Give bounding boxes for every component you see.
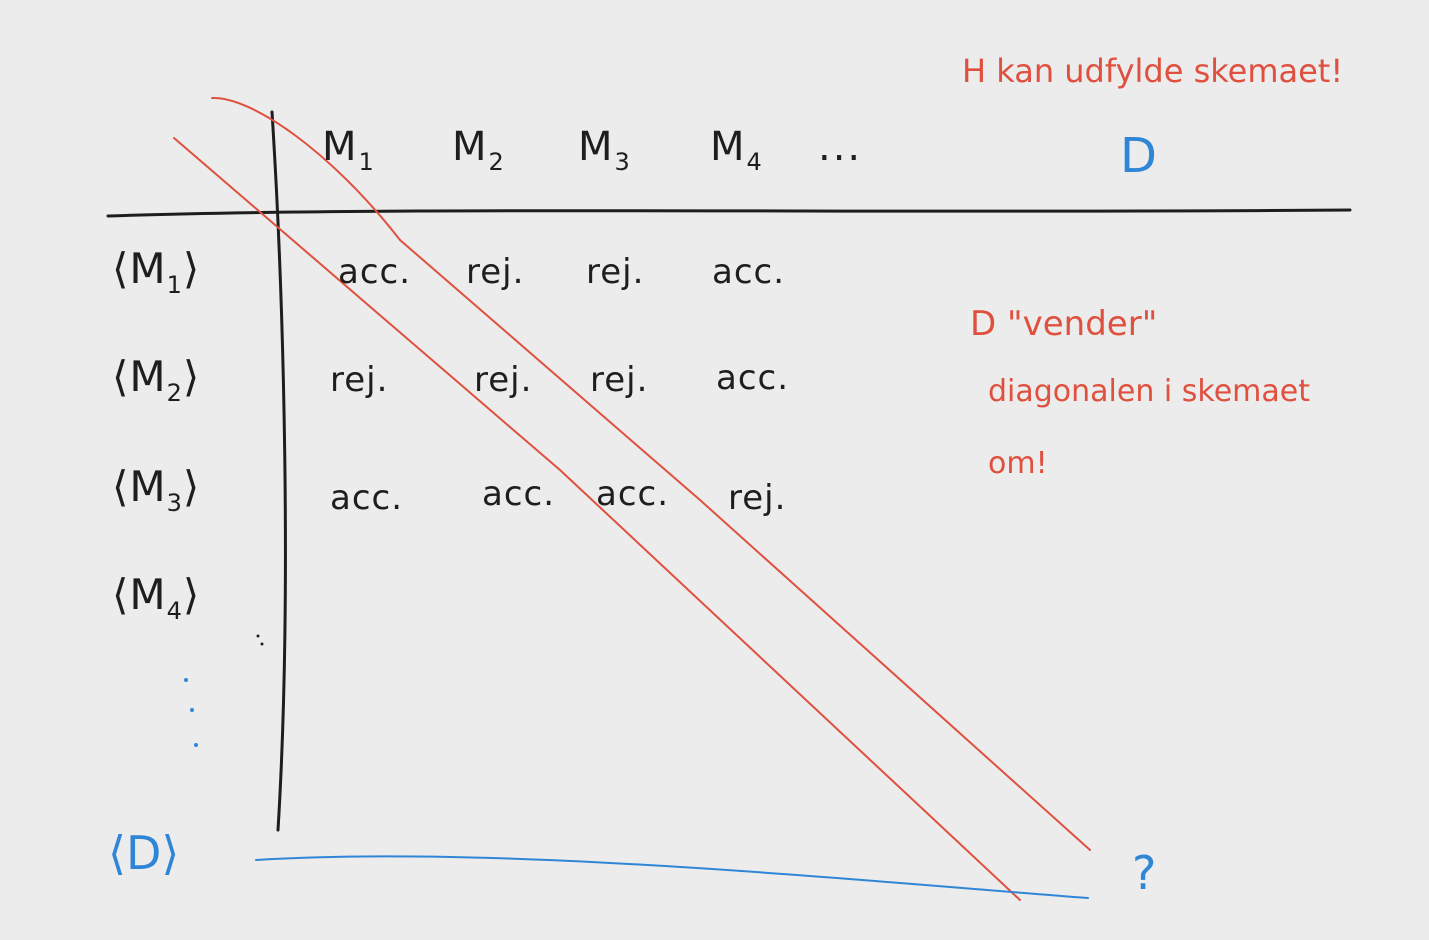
table-cell: acc. [330, 478, 404, 518]
column-ellipsis: ... [818, 124, 863, 170]
table-cell: rej. [586, 252, 645, 292]
dots [194, 743, 198, 747]
table-cell: acc. [482, 474, 556, 514]
table-cell: rej. [590, 360, 649, 400]
column-header: M4 [710, 124, 764, 176]
note-line-2: diagonalen i skemaet [988, 374, 1310, 409]
table-cell: acc. [712, 252, 786, 292]
table-cell: acc. [716, 358, 790, 398]
row-header: ⟨M1⟩ [112, 244, 201, 299]
note-line-1: D "vender" [970, 304, 1158, 344]
table-cell: rej. [728, 478, 787, 518]
dots [256, 634, 260, 638]
row-header: ⟨M4⟩ [112, 570, 201, 625]
dots [190, 708, 194, 712]
note-line-3: om! [988, 446, 1048, 481]
header-rule [106, 208, 1352, 218]
row-header: ⟨M2⟩ [112, 352, 201, 407]
question-mark: ? [1132, 846, 1157, 900]
table-cell: acc. [338, 252, 412, 292]
table-cell: rej. [466, 252, 525, 292]
column-header: M2 [452, 124, 506, 176]
vertical-rule [270, 110, 287, 832]
diagonal-line-red [173, 137, 1021, 901]
d-column-header: D [1120, 128, 1157, 184]
column-header: M1 [322, 124, 376, 176]
note-top: H kan udfylde skemaet! [962, 52, 1344, 90]
dots [184, 678, 188, 682]
diagonal-line-red [211, 96, 1091, 851]
column-header: M3 [578, 124, 632, 176]
d-arrow-line [255, 855, 1089, 899]
table-cell: acc. [596, 474, 670, 514]
row-header: ⟨M3⟩ [112, 462, 201, 517]
d-row-header: ⟨D⟩ [108, 826, 180, 880]
table-cell: rej. [330, 360, 389, 400]
table-cell: rej. [474, 360, 533, 400]
dots [260, 642, 264, 646]
